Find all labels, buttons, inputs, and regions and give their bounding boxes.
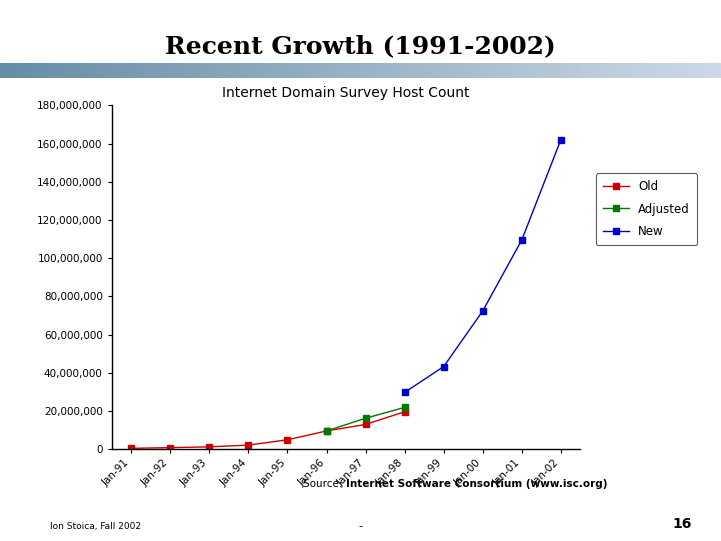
Text: 16: 16 xyxy=(673,517,692,531)
New xyxy=(439,363,448,370)
Text: -: - xyxy=(358,522,363,531)
New xyxy=(518,236,526,243)
Adjusted xyxy=(322,428,331,434)
Text: Source:: Source: xyxy=(304,479,346,489)
Legend: Old, Adjusted, New: Old, Adjusted, New xyxy=(596,173,697,245)
Old xyxy=(205,444,213,450)
Old xyxy=(361,421,370,428)
Line: Adjusted: Adjusted xyxy=(324,404,408,434)
Text: Recent Growth (1991-2002): Recent Growth (1991-2002) xyxy=(165,34,556,58)
New xyxy=(400,389,409,395)
Old xyxy=(283,437,292,443)
Old xyxy=(166,444,174,451)
Old xyxy=(127,445,136,452)
Text: Internet Software Consortium (www.isc.org): Internet Software Consortium (www.isc.or… xyxy=(346,479,608,489)
Old xyxy=(322,428,331,434)
Old xyxy=(400,408,409,415)
Adjusted xyxy=(400,404,409,411)
Old xyxy=(244,442,253,448)
Adjusted xyxy=(361,415,370,421)
New xyxy=(557,136,565,143)
New xyxy=(479,308,487,314)
Line: Old: Old xyxy=(128,408,408,451)
Text: Ion Stoica, Fall 2002: Ion Stoica, Fall 2002 xyxy=(50,522,141,531)
Title: Internet Domain Survey Host Count: Internet Domain Survey Host Count xyxy=(222,86,470,100)
Line: New: New xyxy=(402,136,564,395)
